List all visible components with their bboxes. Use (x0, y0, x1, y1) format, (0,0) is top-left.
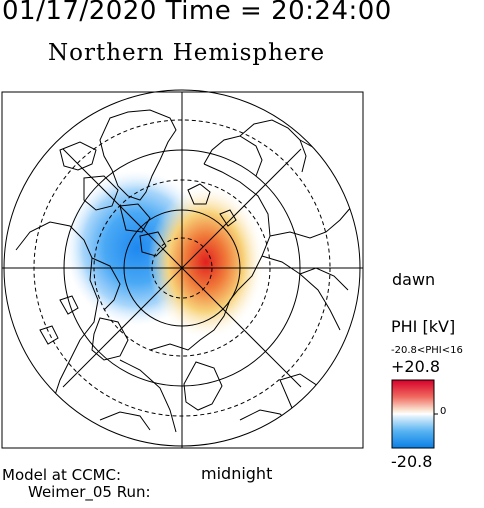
meridian-lines (2, 92, 363, 448)
colorbar (391, 379, 435, 449)
model-label: Model at CCMC: (2, 466, 122, 484)
positive-potential-cell (148, 186, 264, 338)
run-label: Weimer_05 Run: (28, 483, 151, 501)
colorbar-zero-label: 0 (440, 406, 447, 417)
dawn-label: dawn (392, 270, 436, 289)
midnight-label: midnight (201, 464, 273, 483)
colorbar-title: PHI [kV] (391, 317, 456, 336)
hemisphere-title: Northern Hemisphere (48, 40, 326, 66)
colorbar-range: -20.8<PHI<16 (391, 345, 463, 356)
date-time-title: 01/17/2020 Time = 20:24:00 (2, 0, 392, 26)
colorbar-min-label: -20.8 (391, 452, 433, 471)
colorbar-max-label: +20.8 (391, 357, 441, 376)
